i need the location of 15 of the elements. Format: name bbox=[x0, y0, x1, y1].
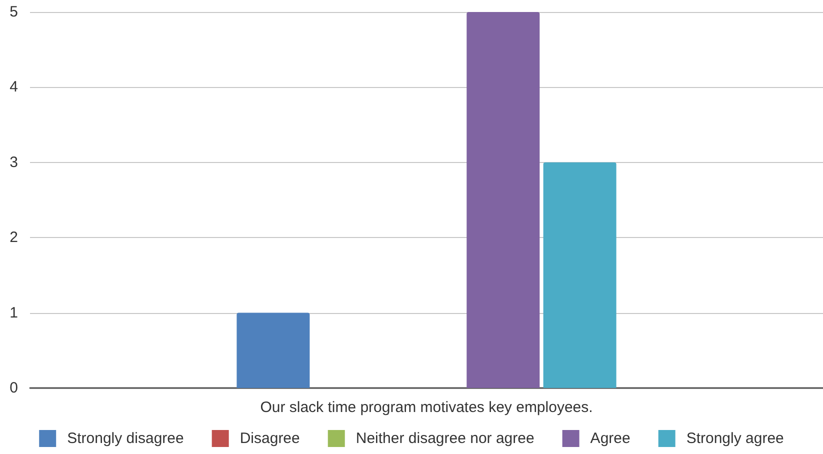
y-tick-label: 3 bbox=[10, 154, 18, 171]
bar bbox=[466, 12, 540, 388]
y-tick-label: 0 bbox=[10, 380, 18, 396]
legend-label: Disagree bbox=[240, 430, 300, 447]
y-tick-label: 4 bbox=[10, 78, 18, 96]
y-tick-label: 5 bbox=[10, 4, 18, 20]
legend-label: Neither disagree nor agree bbox=[356, 430, 534, 447]
y-tick-label: 2 bbox=[10, 229, 18, 246]
bar bbox=[543, 162, 616, 388]
legend-label: Agree bbox=[590, 430, 630, 447]
y-tick-label: 1 bbox=[10, 304, 18, 322]
legend-label: Strongly agree bbox=[686, 430, 784, 447]
x-tick-label: Our slack time program motivates key employees. bbox=[260, 399, 593, 416]
legend-label: Strongly disagree bbox=[67, 430, 184, 447]
bar bbox=[236, 312, 310, 388]
